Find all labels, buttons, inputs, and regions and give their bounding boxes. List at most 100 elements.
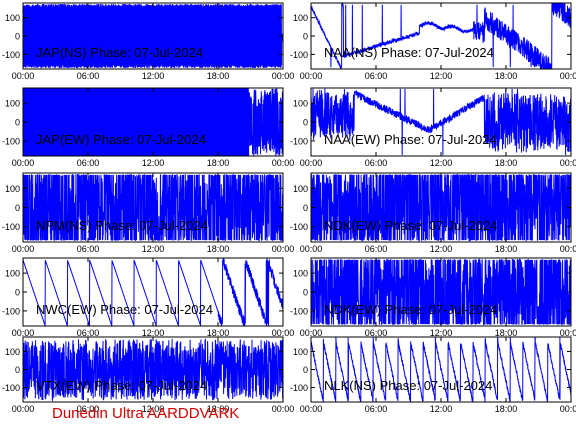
- y-tick-label: 100: [5, 269, 20, 279]
- y-tick-label: 100: [5, 13, 20, 23]
- x-tick-label: 12:00: [142, 328, 165, 338]
- data-series-line: [23, 338, 283, 402]
- x-tick-label: 18:00: [207, 328, 230, 338]
- x-tick-label: 00:00: [560, 328, 576, 338]
- y-tick-label: 0: [303, 288, 308, 298]
- data-series-line: [311, 258, 571, 326]
- x-tick-label: 18:00: [495, 158, 518, 168]
- panel-5: 100 0 -100 00:00 06:00 12:00 18:00 00:00 NPM(NS)…: [2, 172, 295, 254]
- y-tick-label: 100: [293, 99, 308, 109]
- x-tick-label: 00:00: [272, 244, 295, 254]
- x-tick-label: 12:00: [430, 71, 453, 81]
- x-tick-label: 12:00: [430, 158, 453, 168]
- y-tick-label: 0: [15, 118, 20, 128]
- y-tick-label: -100: [290, 222, 308, 232]
- y-tick-label: 100: [5, 347, 20, 357]
- y-tick-label: 0: [303, 32, 308, 42]
- x-tick-label: 18:00: [207, 404, 230, 414]
- y-tick-label: 0: [303, 118, 308, 128]
- x-tick-label: 00:00: [300, 71, 323, 81]
- y-tick-label: -100: [2, 383, 20, 393]
- panel-title: JAP(EW) Phase: 07-Jul-2024: [36, 132, 206, 147]
- y-tick-label: -100: [290, 306, 308, 316]
- x-tick-label: 12:00: [430, 328, 453, 338]
- x-tick-label: 00:00: [560, 404, 576, 414]
- x-tick-label: 18:00: [495, 404, 518, 414]
- panel-title: NWC(EW) Phase: 07-Jul-2024: [36, 302, 213, 317]
- x-tick-label: 00:00: [272, 71, 295, 81]
- y-tick-label: 0: [15, 32, 20, 42]
- x-tick-label: 00:00: [272, 328, 295, 338]
- y-tick-label: 0: [303, 365, 308, 375]
- y-tick-label: 100: [5, 184, 20, 194]
- data-series-line: [311, 3, 571, 69]
- panel-10: 100 0 -100 00:00 06:00 12:00 18:00 00:00 NLK(NS)…: [290, 336, 576, 414]
- panel-9: 100 0 -100 00:00 06:00 12:00 18:00 00:00 VTX(EW)…: [2, 336, 294, 414]
- x-tick-label: 12:00: [142, 404, 165, 414]
- y-tick-label: 100: [293, 347, 308, 357]
- y-tick-label: -100: [2, 50, 20, 60]
- x-tick-label: 06:00: [77, 158, 100, 168]
- x-tick-label: 18:00: [495, 244, 518, 254]
- y-tick-label: -100: [2, 222, 20, 232]
- y-tick-label: 100: [293, 184, 308, 194]
- panel-title: NAA(EW) Phase: 07-Jul-2024: [324, 132, 497, 147]
- x-tick-label: 00:00: [272, 158, 295, 168]
- y-tick-label: -100: [290, 136, 308, 146]
- y-tick-label: -100: [2, 306, 20, 316]
- x-tick-label: 00:00: [300, 158, 323, 168]
- panel-title: NDK(EW) Phase: 07-Jul-2024: [324, 302, 497, 317]
- x-tick-label: 12:00: [142, 158, 165, 168]
- x-tick-label: 06:00: [365, 328, 388, 338]
- x-tick-label: 12:00: [430, 244, 453, 254]
- x-tick-label: 06:00: [77, 71, 100, 81]
- x-tick-label: 06:00: [77, 328, 100, 338]
- footer-label: Dunedin Ultra AARDDVARK: [52, 405, 240, 422]
- x-tick-label: 00:00: [12, 328, 35, 338]
- x-tick-label: 12:00: [430, 404, 453, 414]
- data-series-line: [311, 88, 571, 156]
- y-tick-label: -100: [2, 136, 20, 146]
- x-tick-label: 06:00: [365, 404, 388, 414]
- x-tick-label: 00:00: [300, 404, 323, 414]
- y-tick-label: 100: [5, 99, 20, 109]
- panel-1: 100 0 -100 00:00 06:00 12:00 18:00 00:00 JAP(NS)…: [2, 2, 295, 81]
- y-tick-label: -100: [290, 50, 308, 60]
- panel-title: NPM(NS) Phase: 07-Jul-2024: [36, 218, 208, 233]
- x-tick-label: 00:00: [560, 244, 576, 254]
- panel-2: 100 0 -100 00:00 06:00 12:00 18:00 00:00 NAA(NS)…: [290, 2, 576, 81]
- y-tick-label: 0: [15, 365, 20, 375]
- y-tick-label: -100: [290, 383, 308, 393]
- x-tick-label: 06:00: [77, 244, 100, 254]
- x-tick-label: 18:00: [207, 71, 230, 81]
- x-tick-label: 06:00: [365, 71, 388, 81]
- panel-title: JAP(NS) Phase: 07-Jul-2024: [36, 45, 203, 60]
- panel-title: NAA(NS) Phase: 07-Jul-2024: [324, 45, 494, 60]
- data-series-line: [23, 258, 283, 326]
- data-series-line: [23, 173, 283, 242]
- y-tick-label: 100: [293, 269, 308, 279]
- panel-3: 100 0 -100 00:00 06:00 12:00 18:00 00:00 JAP(EW)…: [2, 87, 295, 168]
- x-tick-label: 06:00: [77, 404, 100, 414]
- x-tick-label: 18:00: [495, 71, 518, 81]
- panel-8: 100 0 -100 00:00 06:00 12:00 18:00 00:00 NDK(EW)…: [290, 257, 576, 338]
- x-tick-label: 00:00: [12, 71, 35, 81]
- panel-6: 100 0 -100 00:00 06:00 12:00 18:00 00:00 NDK(EW)…: [290, 172, 576, 254]
- panel-title: NLK(NS) Phase: 07-Jul-2024: [324, 378, 492, 393]
- y-tick-label: 100: [293, 13, 308, 23]
- x-tick-label: 18:00: [207, 244, 230, 254]
- x-tick-label: 12:00: [142, 244, 165, 254]
- x-tick-label: 00:00: [12, 244, 35, 254]
- x-tick-label: 00:00: [12, 404, 35, 414]
- x-tick-label: 00:00: [560, 158, 576, 168]
- y-tick-label: 0: [303, 203, 308, 213]
- x-tick-label: 06:00: [365, 244, 388, 254]
- data-series-line: [311, 173, 571, 242]
- x-tick-label: 00:00: [300, 328, 323, 338]
- panel-title: NDK(EW) Phase: 07-Jul-2024: [324, 218, 497, 233]
- data-series-line: [311, 337, 571, 402]
- panel-4: 100 0 -100 00:00 06:00 12:00 18:00 00:00 NAA(EW)…: [290, 87, 576, 168]
- x-tick-label: 00:00: [560, 71, 576, 81]
- x-tick-label: 06:00: [365, 158, 388, 168]
